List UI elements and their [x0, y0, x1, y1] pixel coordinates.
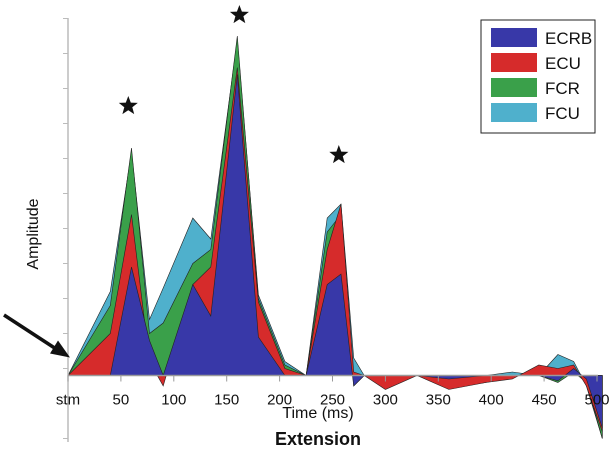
legend-swatch-ecrb [491, 28, 537, 47]
significance-star [118, 96, 138, 115]
onset-arrow-head [50, 340, 70, 358]
onset-arrow [3, 313, 61, 353]
legend-label-fcu: FCU [545, 104, 580, 123]
x-tick-label: 300 [373, 392, 398, 409]
legend-swatch-ecu [491, 53, 537, 72]
annotations [3, 5, 349, 358]
x-tick-label: 500 [584, 392, 609, 409]
legend-label-ecrb: ECRB [545, 29, 592, 48]
x-tick-label: 250 [320, 392, 345, 409]
plot-area [67, 35, 603, 439]
x-tick-label: 200 [267, 392, 292, 409]
x-tick-label: 450 [532, 392, 557, 409]
significance-star [229, 5, 249, 24]
chart-title: Extension [275, 429, 361, 449]
significance-star [329, 145, 349, 164]
legend-swatch-fcu [491, 103, 537, 122]
x-tick-label: 100 [161, 392, 186, 409]
x-tick-label: 350 [426, 392, 451, 409]
x-tick-label: 150 [214, 392, 239, 409]
y-axis-label: Amplitude [25, 198, 42, 269]
series-area-ecrb [68, 74, 603, 429]
x-tick-label: 400 [479, 392, 504, 409]
x-axis-label: Time (ms) [282, 405, 353, 422]
x-tick-label: stm [56, 392, 80, 409]
axes: stm 50 100 150 200 250 300 350 400 450 500 [56, 18, 610, 442]
legend-swatch-fcr [491, 78, 537, 97]
legend-label-ecu: ECU [545, 54, 581, 73]
legend-label-fcr: FCR [545, 79, 580, 98]
legend: ECRB ECU FCR FCU [480, 19, 596, 134]
x-tick-label: 50 [113, 392, 130, 409]
